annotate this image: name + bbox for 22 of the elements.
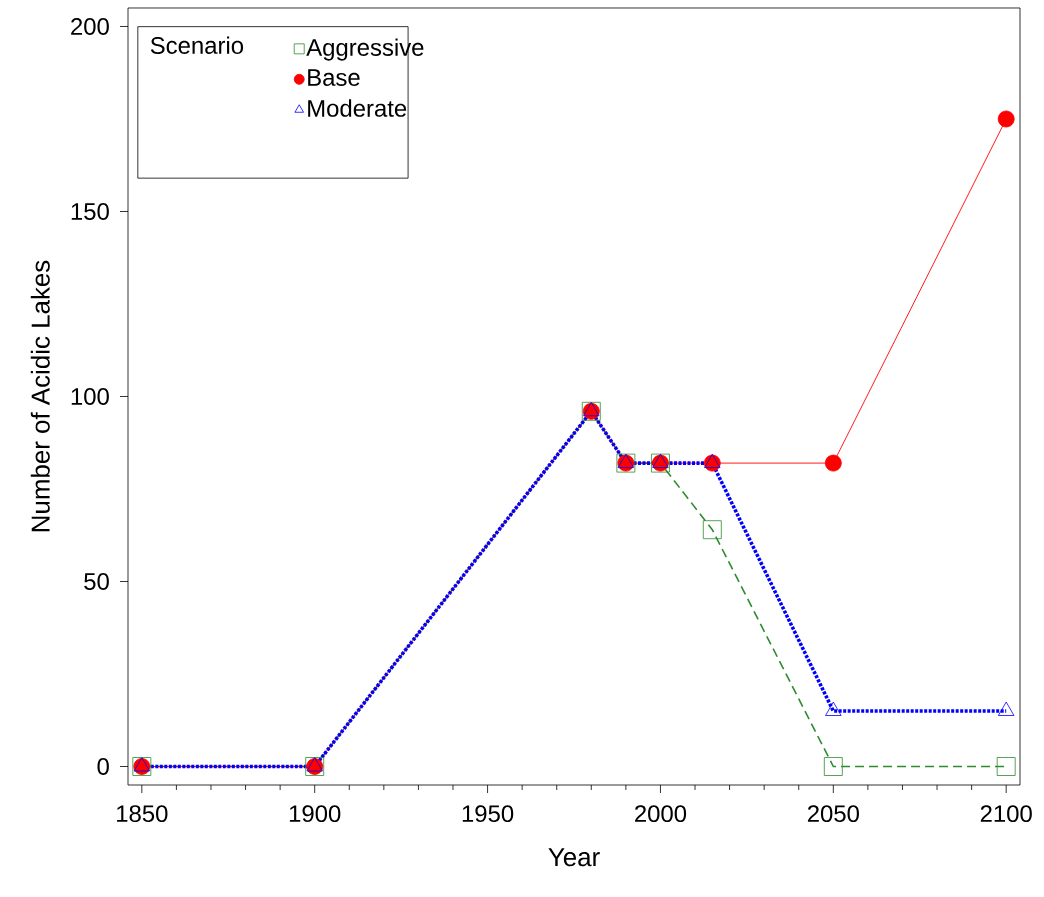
x-axis-title: Year: [548, 848, 600, 867]
point: [824, 454, 842, 472]
legend-label: Base: [308, 69, 360, 86]
point: [997, 110, 1015, 128]
y-axis-title: Number of Acidic Lakes: [30, 260, 50, 532]
x-tick-label: 2050: [807, 805, 859, 823]
x-tick-label: 1950: [462, 805, 514, 823]
x-tick-label: 1900: [289, 805, 341, 823]
legend-label: Moderate: [308, 99, 407, 117]
y-tick-label: 0: [97, 758, 109, 775]
y-tick-label: 150: [71, 203, 109, 220]
y-tick-label: 100: [71, 388, 109, 405]
legend-title: Scenario: [150, 36, 244, 54]
x-tick-label: 1850: [117, 805, 168, 823]
x-tick-label: 2000: [635, 805, 687, 823]
legend-label: Aggressive: [306, 38, 424, 61]
x-tick-label: 2100: [980, 805, 1032, 823]
point: [823, 757, 843, 776]
point: [702, 520, 722, 540]
y-tick-label: 200: [71, 18, 109, 35]
y-tick-label: 50: [84, 573, 109, 590]
point: [996, 757, 1016, 776]
